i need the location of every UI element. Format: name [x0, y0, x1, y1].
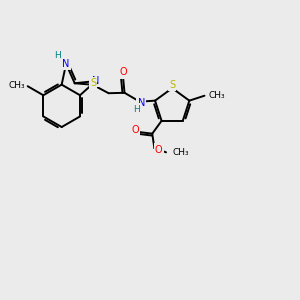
Text: O: O: [119, 68, 127, 77]
Text: H: H: [55, 51, 61, 60]
Text: H: H: [133, 105, 140, 114]
Text: S: S: [90, 78, 96, 88]
Text: O: O: [131, 125, 139, 136]
Text: N: N: [138, 98, 145, 108]
Text: CH₃: CH₃: [209, 91, 226, 100]
Text: O: O: [155, 145, 163, 154]
Text: S: S: [169, 80, 175, 90]
Text: N: N: [62, 59, 70, 69]
Text: CH₃: CH₃: [8, 81, 25, 90]
Text: N: N: [92, 76, 100, 86]
Text: CH₃: CH₃: [172, 148, 189, 157]
